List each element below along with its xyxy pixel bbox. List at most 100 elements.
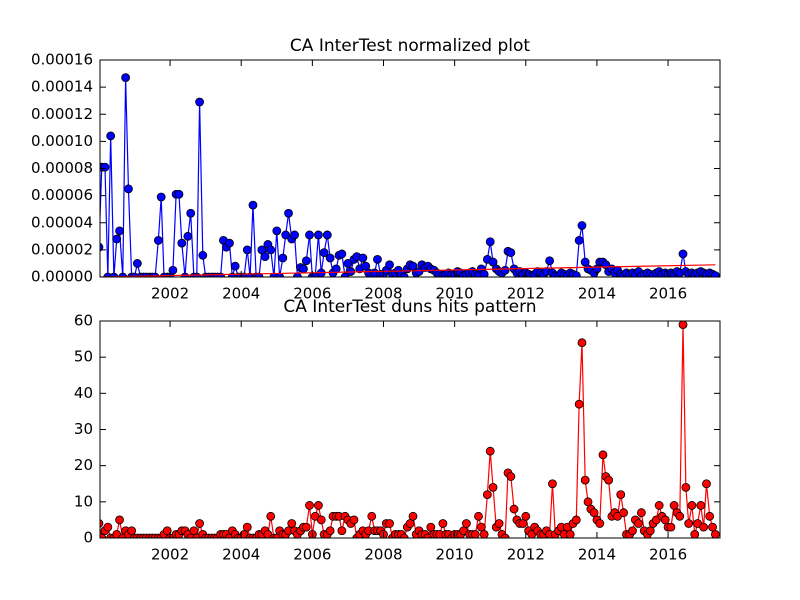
- data-point: [349, 515, 359, 525]
- y-tick-label: 0.00002: [31, 240, 93, 258]
- data-point: [678, 249, 688, 259]
- data-point: [266, 245, 276, 255]
- data-point: [405, 519, 415, 528]
- data-point: [127, 526, 137, 536]
- data-point: [696, 501, 706, 510]
- y-tick-label: 60: [74, 312, 93, 330]
- data-point: [485, 446, 495, 456]
- data-point: [482, 490, 492, 500]
- axes-frame: [99, 59, 721, 278]
- x-tick-label: 2010: [436, 546, 474, 564]
- data-point: [305, 501, 314, 510]
- data-point: [494, 519, 504, 528]
- data-point: [636, 508, 646, 518]
- data-point: [132, 259, 142, 268]
- x-tick-label: 2016: [649, 546, 687, 564]
- data-point: [577, 338, 587, 348]
- data-point: [702, 479, 711, 489]
- data-point: [426, 522, 436, 532]
- data-point: [272, 226, 282, 236]
- data-point: [598, 450, 608, 460]
- data-point: [678, 321, 688, 330]
- data-point: [616, 490, 626, 500]
- data-point: [488, 482, 498, 492]
- data-point: [479, 529, 489, 538]
- data-point: [684, 519, 694, 528]
- data-point: [358, 253, 368, 263]
- x-tick-label: 2014: [578, 546, 616, 564]
- data-point: [156, 192, 166, 202]
- data-point: [675, 511, 685, 521]
- data-point: [230, 261, 240, 271]
- x-tick-label: 2006: [293, 285, 331, 303]
- data-point: [319, 248, 329, 257]
- y-tick-label: 20: [74, 456, 93, 474]
- x-tick-label: 2014: [578, 285, 616, 303]
- data-point: [124, 184, 133, 194]
- data-point: [500, 265, 510, 275]
- x-tick-label: 2004: [222, 546, 260, 564]
- data-line: [100, 264, 716, 277]
- data-point: [299, 264, 308, 274]
- data-point: [337, 526, 347, 536]
- data-point: [595, 519, 605, 528]
- data-point: [485, 237, 495, 247]
- data-point: [343, 259, 353, 268]
- data-point: [408, 511, 418, 521]
- y-tick-label: 50: [74, 348, 93, 366]
- data-point: [660, 515, 670, 525]
- data-point: [367, 511, 377, 521]
- y-tick-label: 0.00006: [31, 186, 93, 204]
- data-point: [710, 271, 720, 277]
- data-point: [325, 253, 335, 263]
- data-point: [548, 479, 557, 489]
- data-point: [287, 519, 297, 528]
- data-point: [500, 533, 510, 538]
- data-point: [174, 189, 184, 199]
- data-point: [654, 501, 664, 510]
- data-point: [266, 511, 276, 521]
- data-point: [242, 522, 252, 532]
- data-point: [669, 501, 679, 510]
- x-tick-label: 2002: [151, 546, 189, 564]
- data-point: [399, 272, 409, 277]
- y-tick-label: 0.00010: [31, 132, 93, 150]
- data-point: [260, 252, 270, 262]
- data-point: [109, 272, 119, 277]
- plot-area: [100, 73, 720, 277]
- data-point: [571, 271, 581, 277]
- data-point: [506, 248, 516, 257]
- data-point: [699, 522, 709, 532]
- data-point: [100, 162, 110, 172]
- data-point: [195, 519, 204, 528]
- data-point: [100, 519, 104, 528]
- data-point: [645, 526, 655, 536]
- data-point: [385, 260, 394, 270]
- data-point: [571, 515, 581, 525]
- plot-area: [100, 321, 720, 538]
- y-tick-label: 0.00012: [31, 105, 93, 123]
- data-point: [290, 230, 299, 240]
- data-point: [314, 501, 323, 510]
- data-point: [248, 200, 258, 210]
- data-point: [195, 97, 204, 107]
- data-point: [183, 231, 193, 241]
- data-point: [186, 208, 196, 218]
- y-tick-label: 0.00016: [31, 51, 93, 69]
- data-point: [340, 272, 350, 277]
- data-point: [399, 533, 409, 538]
- x-tick-label: 2016: [649, 285, 687, 303]
- data-point: [681, 482, 691, 492]
- y-tick-label: 0.00014: [31, 78, 93, 96]
- y-tick-label: 0.00000: [31, 268, 93, 286]
- data-point: [106, 131, 116, 141]
- data-point: [509, 504, 519, 514]
- data-point: [690, 529, 700, 538]
- y-tick-label: 0.00004: [31, 213, 93, 231]
- data-point: [619, 508, 629, 518]
- data-point: [198, 250, 208, 260]
- x-tick-label: 2006: [293, 546, 331, 564]
- data-point: [115, 515, 124, 525]
- x-tick-label: 2004: [222, 285, 260, 303]
